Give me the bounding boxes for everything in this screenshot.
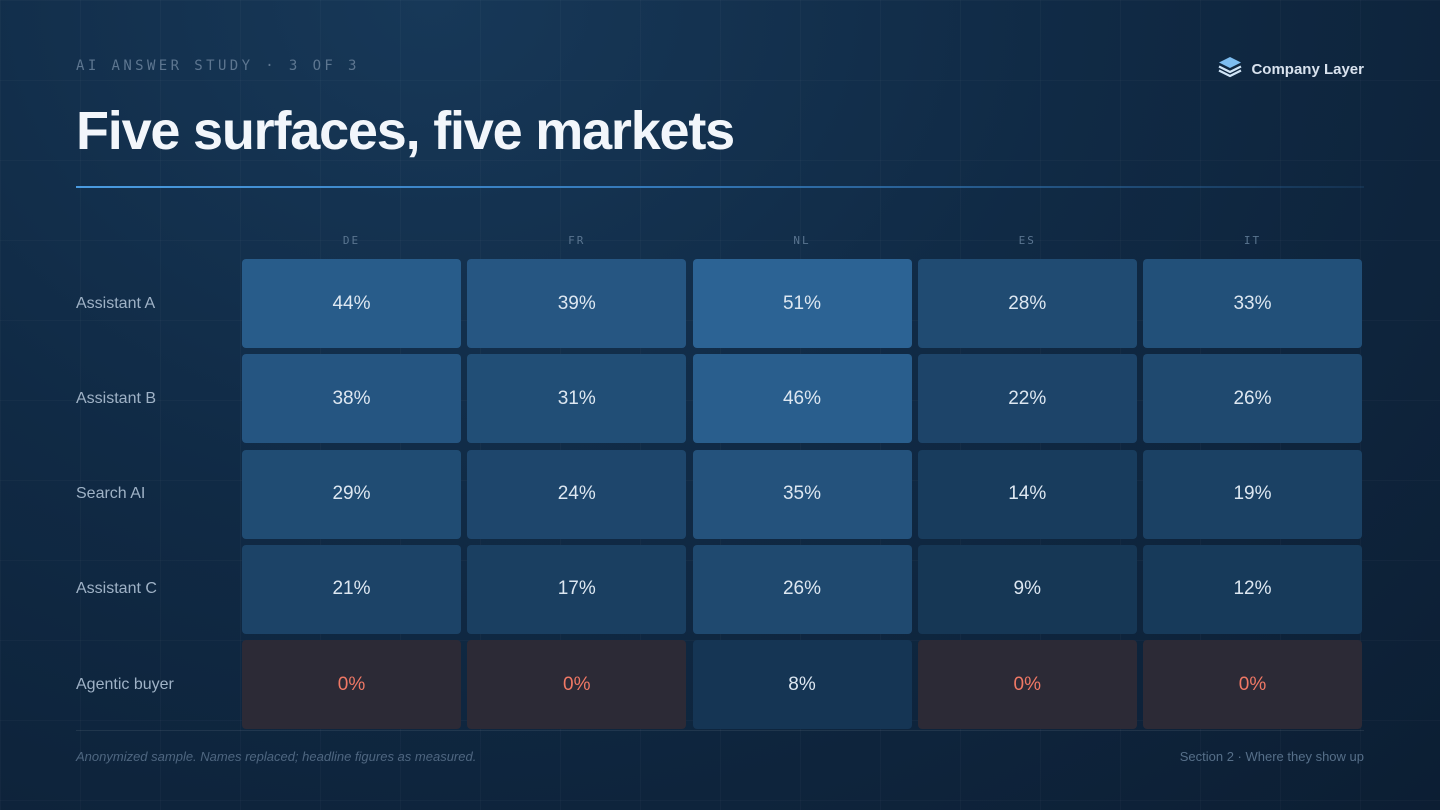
heatmap-cell: 19% — [1143, 449, 1362, 539]
heatmap-cell: 46% — [692, 354, 912, 444]
heatmap-cell: 29% — [242, 449, 461, 539]
brand: Company Layer — [1217, 55, 1364, 84]
heatmap-cell: 39% — [467, 259, 687, 348]
section-label: Section 2 · Where they show up — [1179, 749, 1364, 764]
row-label-assistant-a: Assistant A — [76, 294, 156, 312]
heatmap-cell: 26% — [692, 544, 912, 634]
heatmap-cell: 0% — [467, 640, 687, 729]
row-label-search-ai: Search AI — [76, 485, 146, 502]
eyebrow-label: AI ANSWER STUDY · 3 OF 3 — [76, 58, 360, 74]
heatmap-cell: 0% — [917, 640, 1137, 729]
heatmap-cell: 9% — [917, 544, 1137, 634]
column-header-it: IT — [1243, 234, 1262, 247]
layers-icon — [1217, 55, 1243, 84]
heatmap-cell: 31% — [467, 354, 687, 444]
footnote: Anonymized sample. Names replaced; headl… — [76, 749, 477, 764]
heatmap-cell: 17% — [467, 544, 687, 634]
row-label-agentic-buyer: Agentic buyer — [76, 675, 174, 693]
row-label-assistant-b: Assistant B — [76, 389, 157, 407]
column-header-fr: FR — [568, 234, 586, 247]
heatmap-cell: 22% — [917, 354, 1137, 444]
heatmap-cell: 28% — [917, 259, 1137, 348]
heatmap-cell: 33% — [1143, 259, 1362, 348]
heatmap-cell: 38% — [242, 354, 461, 444]
brand-name: Company Layer — [1251, 61, 1364, 78]
heatmap-cell: 0% — [242, 640, 461, 729]
column-header-es: ES — [1018, 234, 1036, 247]
heatmap-cell: 26% — [1143, 354, 1362, 444]
column-header-nl: NL — [793, 234, 811, 247]
heatmap-cell: 24% — [467, 449, 687, 539]
heatmap-cell: 35% — [692, 449, 912, 539]
heatmap-cell: 0% — [1143, 640, 1362, 729]
row-label-assistant-c: Assistant C — [76, 580, 157, 598]
heatmap-cell: 12% — [1143, 544, 1362, 634]
heatmap-cell: 21% — [242, 544, 461, 634]
page-title: Five surfaces, five markets — [76, 101, 735, 161]
title-divider — [76, 186, 1364, 188]
heatmap-cell: 51% — [692, 259, 912, 348]
heatmap-cell: 8% — [692, 640, 912, 729]
footer-divider — [76, 730, 1364, 731]
heatmap-cell: 14% — [917, 449, 1137, 539]
heatmap-cell: 44% — [242, 259, 461, 348]
column-header-de: DE — [342, 234, 361, 247]
